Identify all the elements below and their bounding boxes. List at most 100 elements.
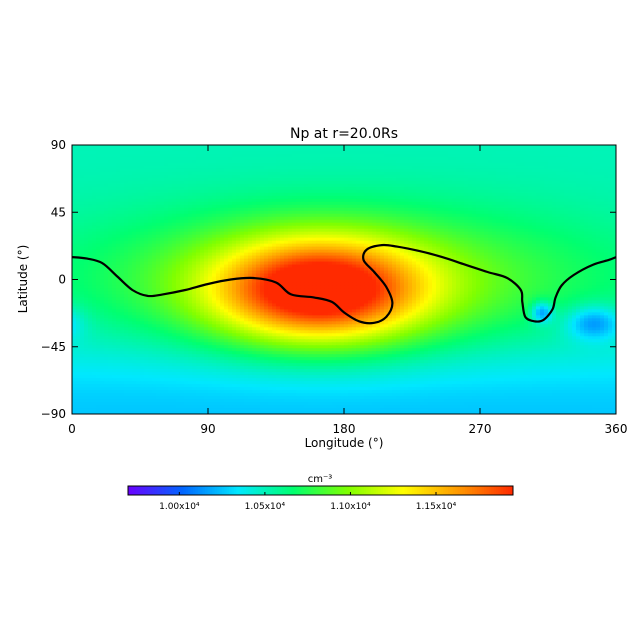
heatmap-cell (368, 162, 373, 167)
heatmap-cell (404, 186, 409, 191)
heatmap-cell (496, 207, 501, 212)
heatmap-cell (124, 192, 129, 197)
heatmap-cell (412, 147, 417, 152)
heatmap-cell (364, 165, 369, 170)
heatmap-cell (144, 159, 149, 164)
heatmap-cell (364, 192, 369, 197)
heatmap-cell (516, 183, 521, 188)
heatmap-cell (340, 147, 345, 152)
heatmap-cell (404, 145, 409, 149)
heatmap-cell (368, 201, 373, 206)
heatmap-cell (604, 145, 609, 149)
heatmap-cell (452, 216, 457, 221)
heatmap-cell (280, 153, 285, 158)
heatmap-cell (424, 219, 429, 224)
heatmap-cell (244, 186, 249, 191)
heatmap-cell (272, 222, 277, 227)
heatmap-cell (132, 204, 137, 209)
heatmap-cell (336, 150, 341, 155)
heatmap-cell (532, 150, 537, 155)
heatmap-cell (264, 153, 269, 158)
heatmap-cell (420, 150, 425, 155)
heatmap-cell (128, 222, 133, 227)
heatmap-cell (324, 228, 329, 233)
heatmap-cell (360, 150, 365, 155)
heatmap-cell (324, 159, 329, 164)
heatmap-cell (164, 207, 169, 212)
heatmap-cell (412, 192, 417, 197)
heatmap-cell (588, 162, 593, 167)
heatmap-cell (576, 204, 581, 209)
heatmap-cell (604, 198, 609, 203)
heatmap-cell (324, 189, 329, 194)
heatmap-cell (80, 207, 85, 212)
heatmap-cell (312, 216, 317, 221)
heatmap-cell (152, 204, 157, 209)
heatmap-cell (576, 186, 581, 191)
heatmap-cell (72, 177, 77, 182)
heatmap-cell (356, 219, 361, 224)
heatmap-cell (156, 177, 161, 182)
heatmap-cell (180, 222, 185, 227)
heatmap-cell (572, 216, 577, 221)
heatmap-cell (72, 147, 77, 152)
heatmap-cell (596, 150, 601, 155)
heatmap-cell (272, 153, 277, 158)
heatmap-cell (404, 198, 409, 203)
heatmap-cell (588, 153, 593, 158)
heatmap-cell (108, 219, 113, 224)
heatmap-cell (204, 153, 209, 158)
heatmap-cell (120, 150, 125, 155)
heatmap-cell (404, 168, 409, 173)
heatmap-cell (184, 210, 189, 215)
heatmap-cell (236, 168, 241, 173)
heatmap-cell (504, 201, 509, 206)
heatmap-cell (612, 183, 616, 188)
heatmap-cell (220, 162, 225, 167)
heatmap-cell (184, 183, 189, 188)
heatmap-cell (168, 145, 173, 149)
heatmap-cell (208, 222, 213, 227)
heatmap-cell (264, 222, 269, 227)
heatmap-cell (408, 174, 413, 179)
heatmap-cell (256, 216, 261, 221)
heatmap-cell (504, 225, 509, 230)
heatmap-cell (592, 147, 597, 152)
heatmap-cell (356, 159, 361, 164)
heatmap-cell (448, 186, 453, 191)
heatmap-cell (372, 198, 377, 203)
heatmap-cell (416, 156, 421, 161)
heatmap-cell (212, 156, 217, 161)
heatmap-cell (280, 168, 285, 173)
heatmap-cell (572, 204, 577, 209)
heatmap-cell (104, 145, 109, 149)
heatmap-cell (492, 147, 497, 152)
heatmap-cell (600, 186, 605, 191)
heatmap-cell (192, 192, 197, 197)
heatmap-cell (364, 189, 369, 194)
heatmap-cell (208, 183, 213, 188)
heatmap-cell (600, 222, 605, 227)
heatmap-cell (292, 150, 297, 155)
heatmap-cell (288, 216, 293, 221)
heatmap-cell (236, 189, 241, 194)
heatmap-cell (328, 195, 333, 200)
heatmap-cell (468, 216, 473, 221)
heatmap-cell (296, 198, 301, 203)
heatmap-cell (460, 147, 465, 152)
heatmap-cell (208, 207, 213, 212)
heatmap-cell (112, 204, 117, 209)
heatmap-cell (472, 174, 477, 179)
heatmap-cell (284, 186, 289, 191)
heatmap-cell (232, 195, 237, 200)
heatmap-cell (524, 165, 529, 170)
heatmap-cell (396, 150, 401, 155)
heatmap-cell (480, 147, 485, 152)
heatmap-cell (500, 204, 505, 209)
heatmap-cell (480, 213, 485, 218)
heatmap-cell (204, 195, 209, 200)
heatmap-cell (188, 207, 193, 212)
heatmap-cell (112, 195, 117, 200)
heatmap-cell (224, 204, 229, 209)
heatmap-cell (380, 168, 385, 173)
